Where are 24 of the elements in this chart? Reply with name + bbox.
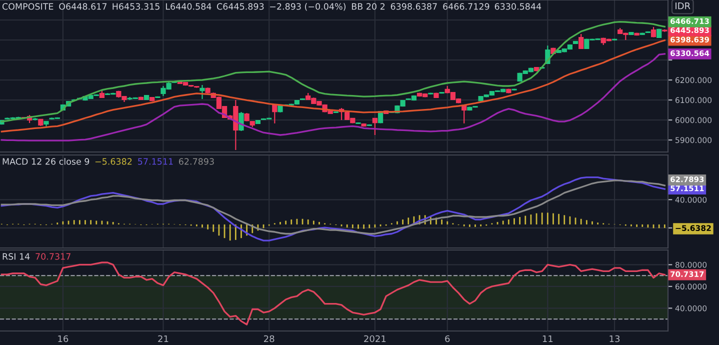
annotation: BB 20 2 — [352, 3, 385, 10]
annotation: H6453.315 — [112, 3, 160, 10]
annotation: L6440.584 — [166, 3, 212, 10]
y-axis-title: IDR — [676, 2, 690, 10]
chart-title: MACD 12 26 close 9 — [2, 158, 90, 165]
x-tick-label: 11 — [542, 335, 553, 342]
annotation: C6445.893 — [216, 3, 264, 10]
x-tick-label: 21 — [158, 335, 168, 342]
annotation: 6466.7129 — [443, 3, 490, 10]
annotation: 6330.5844 — [494, 3, 542, 10]
x-tick-label: 2021 — [364, 335, 386, 342]
annotation: −2.893 (−0.04%) — [270, 3, 346, 11]
x-tick-label: 28 — [264, 335, 274, 342]
annotation: 57.1511 — [138, 158, 173, 165]
chart-title: RSI 14 — [2, 253, 30, 260]
x-tick-label: 13 — [610, 335, 620, 342]
annotation: 70.7317 — [36, 253, 70, 260]
x-tick-label: 16 — [58, 335, 68, 342]
annotation: O6448.617 — [59, 3, 107, 10]
annotation: 62.7893 — [178, 158, 214, 165]
chart-title: COMPOSITE — [2, 3, 54, 10]
annotation: −5.6382 — [95, 158, 132, 165]
annotation: 6398.6387 — [390, 3, 437, 10]
x-tick-label: 6 — [445, 335, 450, 342]
